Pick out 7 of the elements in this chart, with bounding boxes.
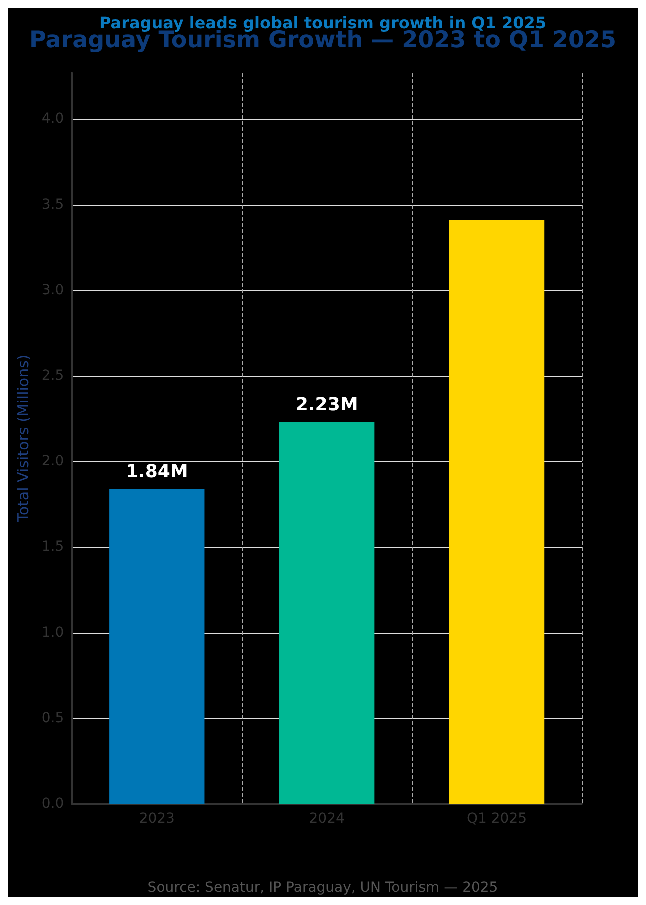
data-label: 1.84M bbox=[126, 462, 188, 482]
y-axis-title: Total Visitors (Millions) bbox=[14, 354, 32, 524]
bar bbox=[110, 489, 205, 804]
bar bbox=[449, 220, 545, 804]
data-label: 2.23M bbox=[296, 394, 358, 416]
bar bbox=[280, 422, 375, 804]
source-note: Source: Senatur, IP Paraguay, UN Tourism — 2025 bbox=[148, 880, 498, 896]
